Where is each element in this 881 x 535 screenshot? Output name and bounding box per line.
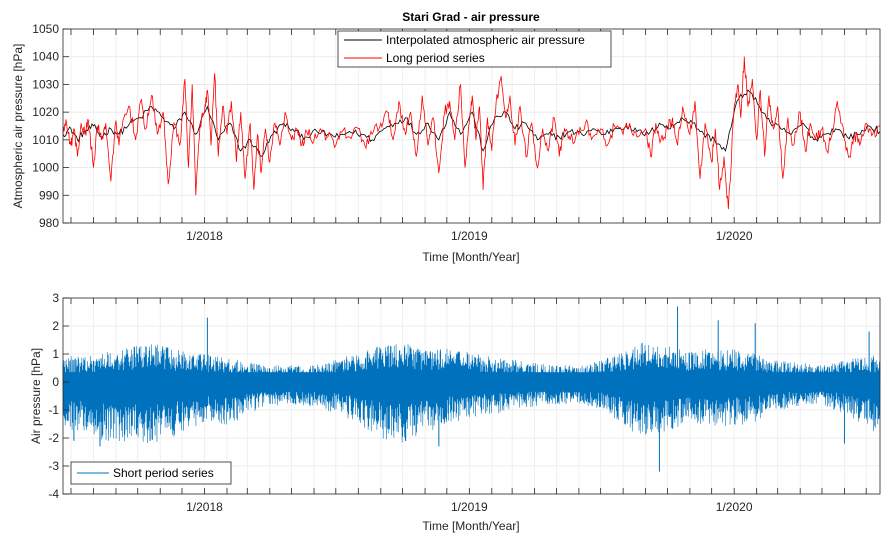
- bottom-series-group: [62, 306, 881, 472]
- x-tick-label: 1/2019: [451, 229, 488, 243]
- legend-label-short-period: Short period series: [113, 466, 214, 480]
- top-series-group: [62, 56, 881, 210]
- legend-label-interpolated: Interpolated atmospheric air pressure: [386, 33, 585, 47]
- top-legend: Interpolated atmospheric air pressure Lo…: [337, 30, 612, 68]
- y-tick-label: 1010: [32, 133, 59, 147]
- top-legend-box: [337, 30, 612, 68]
- series-line-0: [62, 89, 881, 158]
- y-tick-label: 1030: [32, 77, 59, 91]
- y-tick-label: 990: [39, 188, 59, 202]
- top-ticks: 980 990 1000 1010 1020 1030 1040 1050 1/2018 1/20…: [32, 22, 867, 243]
- y-tick-label: -3: [48, 459, 59, 473]
- y-tick-label: 1020: [32, 105, 59, 119]
- y-tick-label: 1: [52, 347, 59, 361]
- legend-label-long-period: Long period series: [386, 51, 485, 65]
- x-tick-label: 1/2020: [716, 229, 753, 243]
- x-tick-label: 1/2018: [186, 229, 223, 243]
- y-tick-label: -1: [48, 403, 59, 417]
- top-chart: 980 990 1000 1010 1020 1030 1040 1050 1/2018 1/20…: [11, 10, 881, 264]
- bottom-chart: -4 -3 -2 -1 0 1 2 3 1/2018 1/2019 1/2020 Time [Mon…: [29, 291, 881, 533]
- top-y-axis-label: Atmospheric air pressure [hPa]: [11, 44, 25, 209]
- bottom-legend-box: [70, 461, 232, 485]
- x-tick-label: 1/2019: [451, 500, 488, 514]
- top-chart-title: Stari Grad - air pressure: [402, 10, 540, 24]
- y-tick-label: 2: [52, 319, 59, 333]
- y-tick-label: 1050: [32, 22, 59, 36]
- bottom-legend: Short period series: [70, 461, 232, 485]
- bottom-x-axis-label: Time [Month/Year]: [422, 519, 519, 533]
- y-tick-label: 1000: [32, 161, 59, 175]
- y-tick-label: 1040: [32, 50, 59, 64]
- bottom-y-axis-label: Air pressure [hPa]: [29, 348, 43, 444]
- y-tick-label: 0: [52, 375, 59, 389]
- top-x-axis-label: Time [Month/Year]: [422, 250, 519, 264]
- series-line-1: [62, 56, 880, 210]
- y-tick-label: 980: [39, 216, 59, 230]
- bottom-axes-box: [62, 297, 881, 495]
- short-period-core: [63, 372, 880, 392]
- top-axes-box: [62, 28, 881, 224]
- x-tick-label: 1/2018: [186, 500, 223, 514]
- x-tick-label: 1/2020: [716, 500, 753, 514]
- y-tick-label: -4: [48, 487, 59, 501]
- y-tick-label: -2: [48, 431, 59, 445]
- bottom-ticks: -4 -3 -2 -1 0 1 2 3 1/2018 1/2019 1/2020: [48, 291, 867, 514]
- y-tick-label: 3: [52, 291, 59, 305]
